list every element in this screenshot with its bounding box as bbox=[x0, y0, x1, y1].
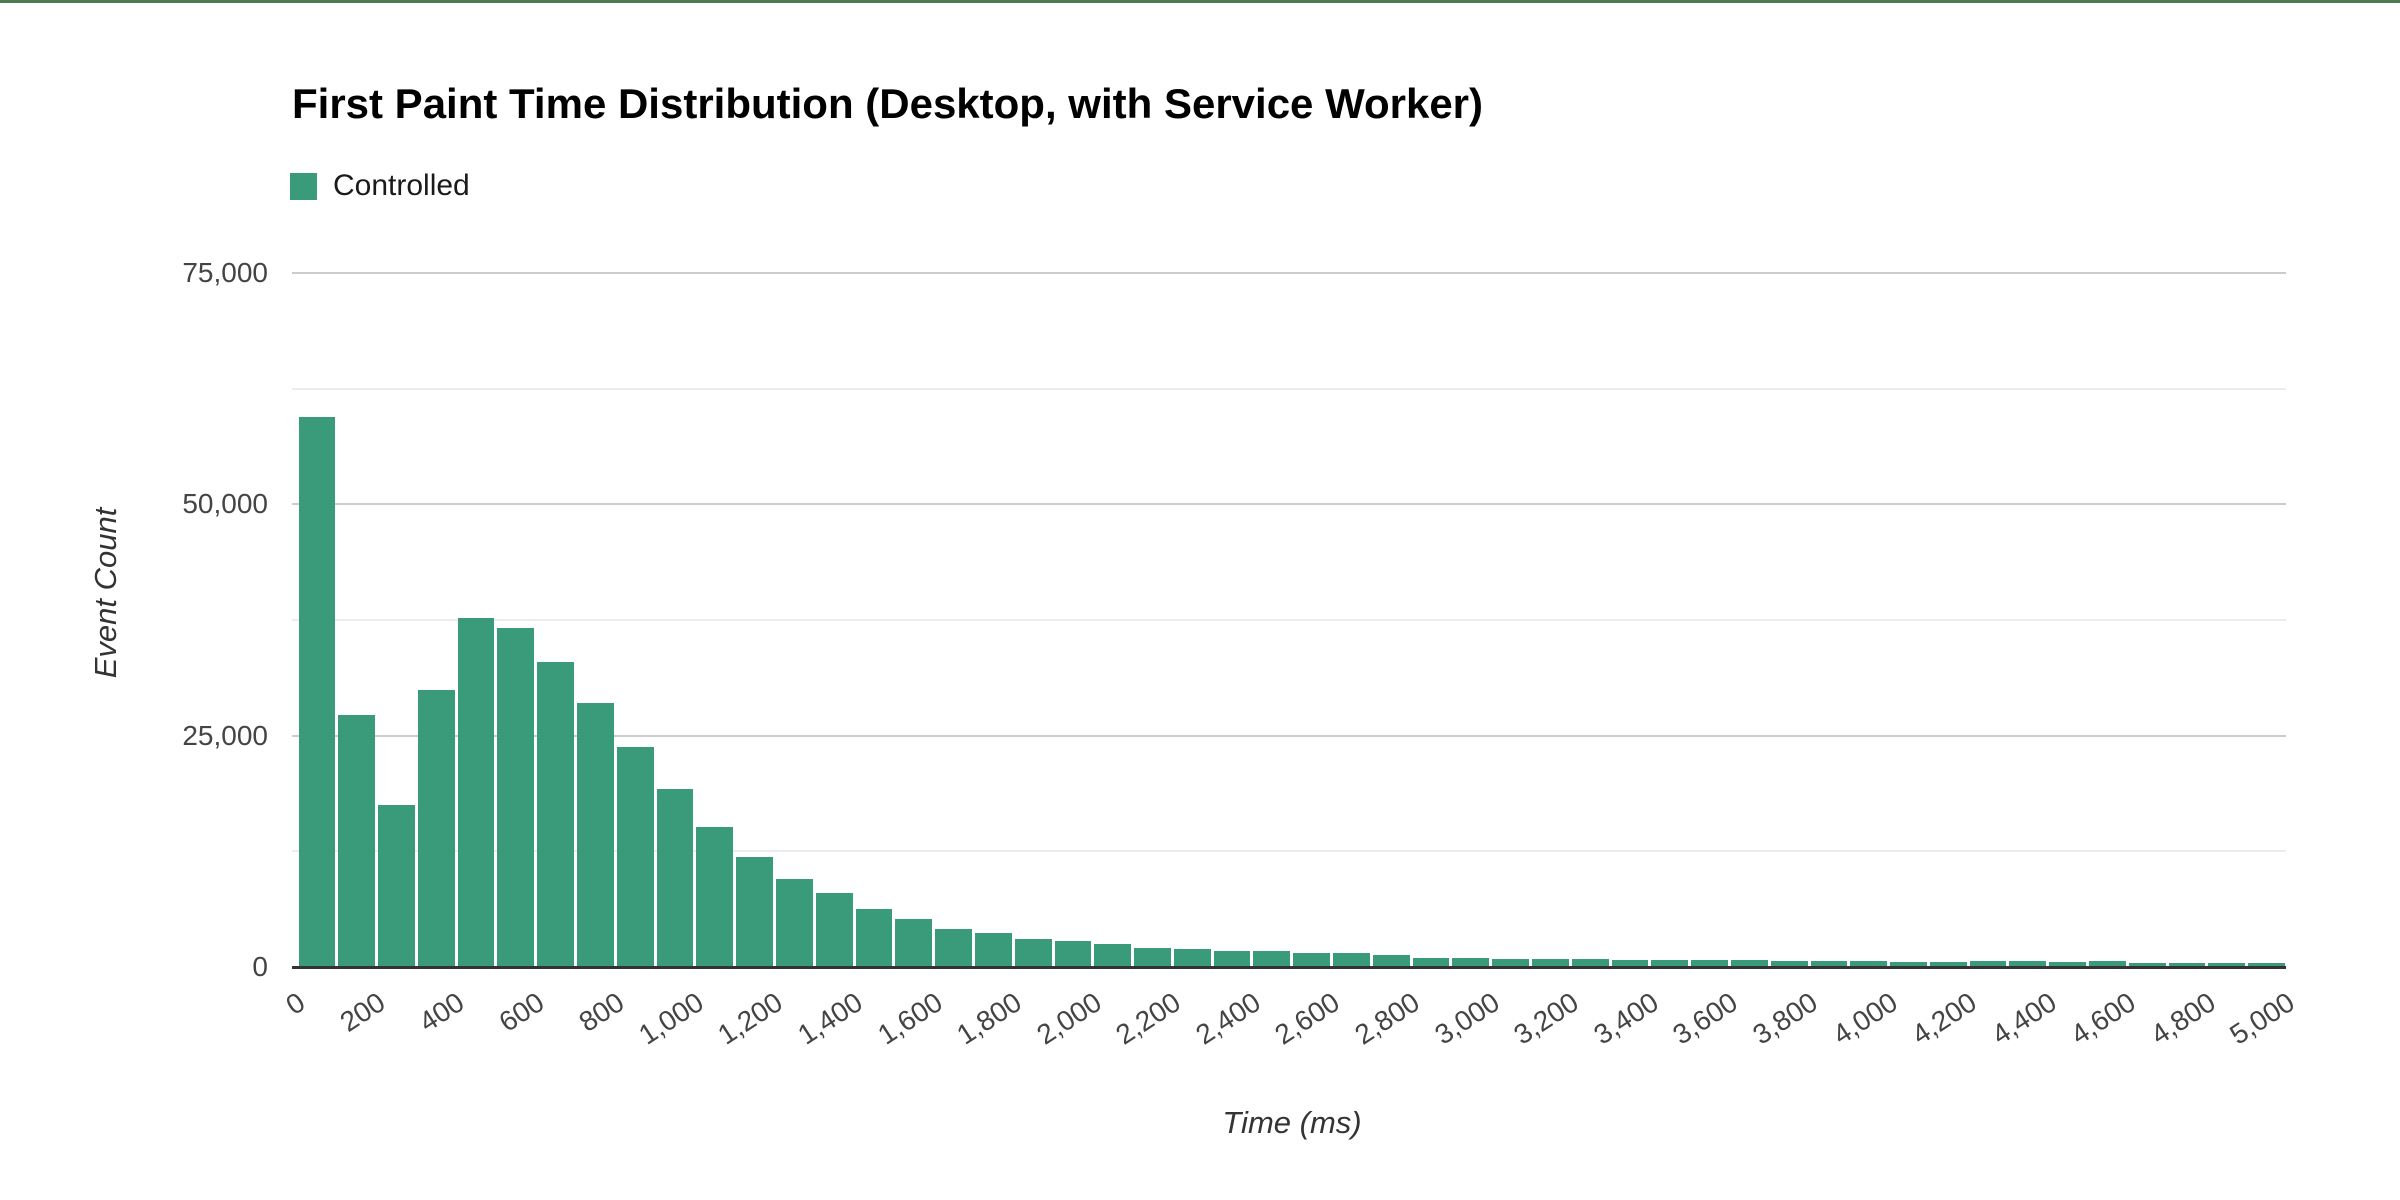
histogram-bar-2600ms[interactable] bbox=[1333, 953, 1370, 967]
x-tick-label-2,600: 2,600 bbox=[1269, 986, 1346, 1051]
x-tick-label-3,200: 3,200 bbox=[1508, 986, 1585, 1051]
x-tick-label-600: 600 bbox=[493, 986, 550, 1038]
x-tick-label-0: 0 bbox=[280, 986, 311, 1021]
histogram-bar-900ms[interactable] bbox=[656, 789, 694, 967]
x-tick-label-1,000: 1,000 bbox=[633, 986, 709, 1051]
histogram-bar-3200ms[interactable] bbox=[1571, 959, 1609, 967]
histogram-bar-1700ms[interactable] bbox=[974, 933, 1012, 967]
major-gridline-25000 bbox=[292, 734, 2286, 737]
histogram-bar-2500ms[interactable] bbox=[1293, 953, 1331, 967]
x-tick-label-3,800: 3,800 bbox=[1747, 986, 1823, 1051]
histogram-bar-3400ms[interactable] bbox=[1651, 960, 1689, 967]
x-tick-label-4,200: 4,200 bbox=[1906, 986, 1982, 1051]
x-tick-label-1,600: 1,600 bbox=[871, 986, 948, 1051]
histogram-bar-500ms[interactable] bbox=[497, 628, 535, 967]
histogram-bar-2100ms[interactable] bbox=[1134, 948, 1171, 967]
histogram-bar-3700ms[interactable] bbox=[1770, 961, 1808, 967]
histogram-bar-3300ms[interactable] bbox=[1611, 960, 1649, 967]
histogram-bar-1600ms[interactable] bbox=[935, 929, 972, 967]
major-gridline-75000 bbox=[292, 272, 2286, 275]
x-tick-label-4,000: 4,000 bbox=[1826, 986, 1903, 1051]
chart-title: First Paint Time Distribution (Desktop, … bbox=[292, 80, 1484, 127]
histogram-bar-4400ms[interactable] bbox=[2049, 962, 2087, 967]
histogram-bar-4600ms[interactable] bbox=[2128, 963, 2166, 967]
histogram-bar-2000ms[interactable] bbox=[1094, 944, 1132, 967]
x-tick-label-2,400: 2,400 bbox=[1190, 986, 1266, 1051]
x-axis-title: Time (ms) bbox=[1222, 1105, 1362, 1140]
histogram-bar-800ms[interactable] bbox=[616, 747, 654, 967]
histogram-bar-4700ms[interactable] bbox=[2168, 963, 2206, 967]
x-tick-label-5,000: 5,000 bbox=[2224, 986, 2301, 1051]
x-tick-label-4,400: 4,400 bbox=[1985, 986, 2062, 1051]
histogram-bar-200ms[interactable] bbox=[378, 805, 415, 967]
x-tick-label-4,800: 4,800 bbox=[2145, 986, 2221, 1051]
page-top-border bbox=[0, 0, 2400, 3]
x-tick-label-400: 400 bbox=[413, 986, 470, 1038]
histogram-bar-1300ms[interactable] bbox=[815, 893, 853, 967]
y-tick-label-25,000: 25,000 bbox=[182, 719, 268, 751]
histogram-bar-3900ms[interactable] bbox=[1850, 961, 1888, 967]
histogram-bar-1100ms[interactable] bbox=[736, 857, 773, 967]
x-tick-label-200: 200 bbox=[334, 986, 391, 1038]
histogram-bar-3100ms[interactable] bbox=[1531, 959, 1569, 967]
histogram-bar-1400ms[interactable] bbox=[855, 909, 893, 967]
histogram-bar-2800ms[interactable] bbox=[1412, 958, 1450, 967]
histogram-bar-4900ms[interactable] bbox=[2248, 963, 2285, 967]
histogram-bar-300ms[interactable] bbox=[417, 690, 455, 967]
x-tick-label-1,400: 1,400 bbox=[792, 986, 868, 1051]
histogram-bar-4100ms[interactable] bbox=[1929, 962, 1967, 967]
histogram-bar-3000ms[interactable] bbox=[1492, 959, 1529, 967]
histogram-bar-4000ms[interactable] bbox=[1890, 962, 1927, 967]
x-tick-label-800: 800 bbox=[573, 986, 630, 1038]
histogram-bar-2200ms[interactable] bbox=[1173, 949, 1211, 967]
minor-gridline-12500 bbox=[292, 850, 2286, 853]
histogram-bar-3800ms[interactable] bbox=[1810, 961, 1848, 967]
histogram-bar-1900ms[interactable] bbox=[1054, 941, 1092, 967]
x-tick-label-3,000: 3,000 bbox=[1428, 986, 1505, 1051]
x-tick-label-3,400: 3,400 bbox=[1588, 986, 1664, 1051]
x-tick-label-3,600: 3,600 bbox=[1667, 986, 1744, 1051]
x-tick-label-2,000: 2,000 bbox=[1030, 986, 1107, 1051]
x-tick-label-1,800: 1,800 bbox=[951, 986, 1028, 1051]
x-tick-label-4,600: 4,600 bbox=[2065, 986, 2142, 1051]
major-gridline-50000 bbox=[292, 503, 2286, 506]
histogram-bar-3600ms[interactable] bbox=[1730, 960, 1768, 967]
histogram-bar-4500ms[interactable] bbox=[2089, 961, 2126, 967]
y-tick-label-50,000: 50,000 bbox=[182, 488, 268, 520]
y-tick-label-75,000: 75,000 bbox=[182, 257, 268, 289]
histogram-bar-2400ms[interactable] bbox=[1253, 951, 1291, 967]
histogram-bar-1800ms[interactable] bbox=[1014, 939, 1052, 967]
x-tick-label-1,200: 1,200 bbox=[712, 986, 789, 1051]
histogram-bar-700ms[interactable] bbox=[577, 703, 614, 967]
histogram-bar-4300ms[interactable] bbox=[2009, 961, 2047, 967]
legend-swatch-controlled bbox=[290, 172, 317, 200]
legend-label-controlled: Controlled bbox=[333, 169, 470, 202]
y-axis-title: Event Count bbox=[88, 507, 123, 679]
x-axis-baseline bbox=[292, 966, 2286, 969]
histogram-bar-1500ms[interactable] bbox=[895, 919, 933, 967]
histogram-bar-400ms[interactable] bbox=[457, 618, 495, 967]
histogram-bar-0ms[interactable] bbox=[298, 417, 336, 967]
histogram-bar-2900ms[interactable] bbox=[1452, 958, 1490, 967]
x-tick-label-2,200: 2,200 bbox=[1110, 986, 1187, 1051]
y-tick-label-0: 0 bbox=[252, 951, 268, 982]
histogram-bar-2300ms[interactable] bbox=[1213, 951, 1251, 967]
histogram-bar-4200ms[interactable] bbox=[1969, 961, 2007, 967]
histogram-bar-3500ms[interactable] bbox=[1691, 960, 1728, 967]
histogram-bar-4800ms[interactable] bbox=[2208, 963, 2246, 967]
histogram-bar-100ms[interactable] bbox=[338, 715, 376, 967]
histogram-bar-1200ms[interactable] bbox=[775, 879, 813, 967]
histogram-bar-600ms[interactable] bbox=[537, 662, 575, 967]
legend: Controlled bbox=[290, 169, 470, 202]
histogram-bar-2700ms[interactable] bbox=[1372, 955, 1410, 967]
minor-gridline-62500 bbox=[292, 387, 2286, 390]
minor-gridline-37500 bbox=[292, 619, 2286, 622]
x-tick-label-2,800: 2,800 bbox=[1349, 986, 1425, 1051]
histogram-bar-1000ms[interactable] bbox=[696, 827, 734, 967]
